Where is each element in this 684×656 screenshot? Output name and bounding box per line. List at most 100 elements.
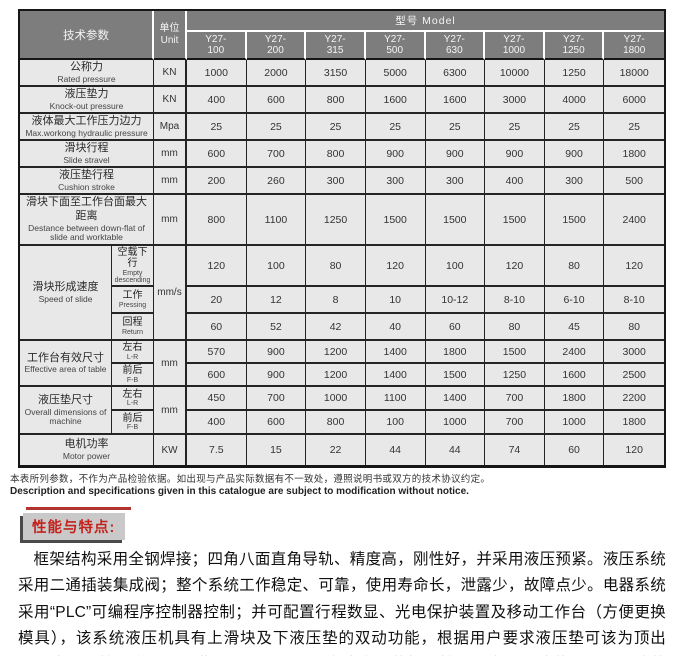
unit-value: KW (154, 435, 187, 466)
spec-value: 800 (187, 195, 247, 246)
model-header-row: Y27- 100 Y27- 200 Y27- 315 Y27- 500 Y27- 630 Y27- 1… (20, 32, 664, 60)
spec-value: 8-10 (604, 287, 664, 315)
spec-value: 600 (246, 411, 307, 436)
spec-value: 100 (365, 411, 426, 436)
spec-value: 8-10 (485, 287, 545, 315)
spec-value: 1800 (544, 387, 605, 412)
spec-value: 600 (187, 364, 247, 388)
spec-value: 1400 (425, 387, 486, 412)
table-row: 滑块形成速度 Speed of slide 空载下行 Empty descending… (20, 245, 664, 342)
spec-value: 120 (365, 245, 426, 288)
spec-value: 60 (425, 314, 486, 342)
spec-value: 60 (544, 435, 605, 466)
spec-value: 40 (365, 314, 426, 342)
spec-value: 1600 (425, 87, 486, 115)
spec-value: 1600 (365, 87, 426, 115)
spec-value: 80 (544, 245, 605, 288)
unit-value: mm (154, 341, 187, 388)
spec-value: 1500 (485, 195, 545, 246)
spec-value: 900 (246, 341, 307, 365)
spec-value: 25 (246, 114, 307, 142)
features-paragraph: 框架结构采用全钢焊接；四角八面直角导轨、精度高，刚性好，并采用液压预紧。液压系统… (18, 551, 666, 648)
table-row: 电机功率 Motor power KW 7.5 15 22 44 44 74 60 120 (20, 435, 664, 466)
spec-value: 120 (187, 245, 247, 288)
param-sublabel: 空载下行 Empty descending (112, 245, 154, 288)
unit-value: mm (154, 168, 187, 196)
model-column-header: Y27- 315 (306, 32, 366, 60)
table-row: 液压垫尺寸 Overall dimensions of machine 左右 L-R m… (20, 387, 664, 436)
spec-value: 25 (604, 114, 664, 142)
spec-value: 60 (187, 314, 247, 342)
spec-value: 300 (425, 168, 486, 196)
spec-value: 1200 (306, 341, 366, 365)
spec-value: 6300 (425, 60, 486, 88)
spec-value: 8 (306, 287, 366, 315)
spec-value: 600 (187, 141, 247, 169)
spec-value: 3000 (485, 87, 545, 115)
spec-value: 120 (604, 435, 664, 466)
spec-value: 1000 (544, 411, 605, 436)
spec-value: 25 (306, 114, 366, 142)
spec-value: 1800 (604, 411, 664, 436)
model-column-header: Y27- 500 (365, 32, 426, 60)
spec-value: 3150 (306, 60, 366, 88)
model-column-header: Y27- 1250 (544, 32, 605, 60)
spec-value: 7.5 (187, 435, 247, 466)
spec-value: 10000 (485, 60, 545, 88)
spec-value: 74 (485, 435, 545, 466)
model-column-header: Y27- 1000 (485, 32, 545, 60)
unit-value: KN (154, 60, 187, 88)
spec-value: 260 (246, 168, 307, 196)
spec-value: 10 (365, 287, 426, 315)
param-label: 液压垫尺寸 Overall dimensions of machine (20, 387, 112, 436)
param-label: 液压垫行程 Cushion stroke (20, 168, 154, 196)
table-row: 前后 F-B 600 900 1200 1400 1500 1250 1600 2500 (20, 364, 664, 388)
spec-value: 5000 (365, 60, 426, 88)
spec-value: 44 (425, 435, 486, 466)
spec-value: 25 (485, 114, 545, 142)
spec-value: 900 (485, 141, 545, 169)
spec-value: 10-12 (425, 287, 486, 315)
spec-value: 25 (365, 114, 426, 142)
spec-value: 400 (187, 411, 247, 436)
model-band-header: 型号 Model (187, 11, 664, 32)
spec-value: 700 (485, 387, 545, 412)
spec-value: 1500 (365, 195, 426, 246)
footnote-en: Description and specifications given in … (10, 486, 469, 498)
spec-value: 25 (425, 114, 486, 142)
param-label: 公称力 Rated pressure (20, 60, 154, 88)
spec-table-body: 公称力 Rated pressure KN 1000 2000 3150 5000 6300 1… (20, 60, 664, 466)
spec-value: 1500 (485, 341, 545, 365)
param-label: 滑块下面至工作台面最大距离 Destance between down-flat … (20, 195, 154, 246)
spec-value: 1100 (365, 387, 426, 412)
spec-value: 1100 (246, 195, 307, 246)
param-label: 滑块形成速度 Speed of slide (20, 245, 112, 342)
model-column-header: Y27- 200 (246, 32, 307, 60)
spec-value: 1400 (365, 364, 426, 388)
spec-value: 1000 (306, 387, 366, 412)
param-sublabel: 前后 F-B (112, 364, 154, 388)
spec-value: 6-10 (544, 287, 605, 315)
spec-value: 3000 (604, 341, 664, 365)
param-sublabel: 回程 Return (112, 314, 154, 342)
spec-value: 15 (246, 435, 307, 466)
spec-value: 1500 (425, 195, 486, 246)
spec-value: 1400 (365, 341, 426, 365)
spec-value: 45 (544, 314, 605, 342)
spec-value: 44 (365, 435, 426, 466)
spec-value: 600 (246, 87, 307, 115)
features-heading: 性能与特点: (23, 507, 132, 541)
unit-label-en: Unit (160, 34, 179, 46)
spec-value: 22 (306, 435, 366, 466)
spec-value: 120 (604, 245, 664, 288)
spec-value: 900 (544, 141, 605, 169)
spec-value: 1800 (425, 341, 486, 365)
table-row: 液压垫行程 Cushion stroke mm 200 260 300 300 300 400 3… (20, 168, 664, 196)
spec-value: 1600 (544, 364, 605, 388)
header-row-top: 技术参数 单位 Unit 型号 Model (20, 11, 664, 60)
spec-value: 100 (425, 245, 486, 288)
param-sublabel: 左右 L-R (112, 387, 154, 412)
param-sublabel: 工作 Pressing (112, 287, 154, 315)
param-sublabel: 前后 F-B (112, 411, 154, 436)
